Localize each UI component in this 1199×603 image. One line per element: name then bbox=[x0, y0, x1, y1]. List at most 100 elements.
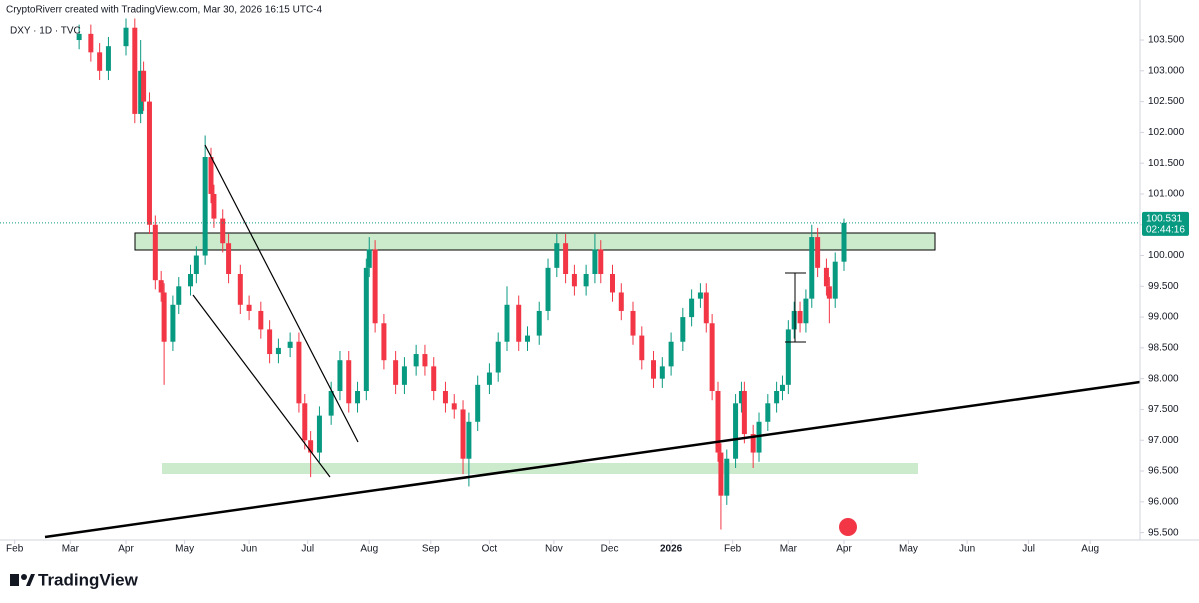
candle-body bbox=[355, 390, 361, 404]
countdown: 02:44:16 bbox=[1146, 224, 1185, 235]
candle-body bbox=[715, 390, 721, 453]
candle-body bbox=[709, 323, 715, 391]
candle-body bbox=[571, 274, 577, 287]
y-tick-label: 98.000 bbox=[1148, 373, 1179, 384]
candle-body bbox=[797, 310, 803, 324]
candle-body bbox=[158, 280, 164, 293]
candle-body bbox=[733, 403, 739, 459]
x-tick-label: May bbox=[175, 544, 194, 555]
candle-body bbox=[630, 310, 636, 336]
candle-body bbox=[275, 347, 281, 355]
y-tick-label: 99.500 bbox=[1148, 281, 1179, 292]
candle-body bbox=[803, 298, 809, 324]
candle-body bbox=[316, 415, 322, 453]
event-icon bbox=[839, 518, 857, 536]
candle-body bbox=[841, 222, 847, 262]
x-tick-label: Oct bbox=[482, 544, 498, 555]
candle-body bbox=[226, 243, 232, 275]
candle-body bbox=[651, 360, 657, 379]
candle-body bbox=[267, 329, 273, 355]
y-tick-label: 100.000 bbox=[1148, 250, 1185, 261]
candle-body bbox=[187, 274, 193, 287]
candles bbox=[76, 18, 847, 530]
x-tick-label: Mar bbox=[780, 544, 798, 555]
support-trend-line bbox=[44, 380, 1141, 539]
y-tick-label: 101.500 bbox=[1148, 158, 1185, 169]
y-tick-label: 98.500 bbox=[1148, 343, 1179, 354]
candle-body bbox=[202, 157, 208, 256]
candle-body bbox=[495, 341, 501, 373]
candle-body bbox=[105, 46, 111, 71]
x-tick-label: Aug bbox=[360, 544, 378, 555]
x-tick-label: Apr bbox=[118, 544, 134, 555]
candle-body bbox=[152, 224, 158, 281]
candle-body bbox=[296, 341, 302, 404]
candle-body bbox=[246, 304, 252, 311]
x-tick-label: Nov bbox=[545, 544, 563, 555]
candle-body bbox=[554, 243, 560, 268]
candle-body bbox=[220, 218, 226, 244]
candle-body bbox=[536, 310, 542, 336]
candle-body bbox=[689, 298, 695, 318]
candle-body bbox=[668, 341, 674, 367]
candle-body bbox=[826, 286, 832, 299]
candle-body bbox=[363, 267, 369, 391]
candle-body bbox=[592, 249, 598, 275]
candle-body bbox=[76, 33, 82, 41]
support-zone bbox=[162, 463, 918, 474]
candle-body bbox=[393, 360, 399, 385]
y-tick-label: 97.500 bbox=[1148, 404, 1179, 415]
candle-body bbox=[486, 372, 492, 385]
candle-body bbox=[563, 243, 569, 275]
candle-body bbox=[466, 421, 472, 459]
y-tick-label: 103.000 bbox=[1148, 65, 1185, 76]
candle-body bbox=[170, 304, 176, 342]
x-tick-label: Sep bbox=[422, 544, 440, 555]
candle-body bbox=[815, 237, 821, 268]
candle-body bbox=[366, 249, 372, 268]
candle-body bbox=[545, 267, 551, 311]
brand-logo bbox=[10, 574, 35, 586]
candle-body bbox=[791, 310, 797, 330]
candle-body bbox=[659, 366, 665, 379]
candle-body bbox=[308, 440, 314, 453]
y-tick-label: 101.000 bbox=[1148, 189, 1185, 200]
candle-body bbox=[328, 390, 334, 416]
candle-body bbox=[431, 366, 437, 391]
candle-body bbox=[609, 274, 615, 293]
zones bbox=[134, 232, 936, 474]
x-tick-label: Jul bbox=[1022, 544, 1035, 555]
candle-body bbox=[381, 323, 387, 361]
candle-body bbox=[302, 403, 308, 441]
candle-body bbox=[132, 27, 138, 114]
candle-body bbox=[422, 354, 428, 367]
resistance-zone bbox=[134, 232, 936, 251]
drawings bbox=[44, 144, 1141, 539]
trend-line bbox=[204, 144, 359, 443]
candle-body bbox=[141, 70, 147, 102]
candle-body bbox=[718, 452, 724, 496]
candle-body bbox=[583, 274, 589, 287]
brand: TradingView bbox=[38, 570, 139, 589]
candle-body bbox=[832, 261, 838, 299]
candle-body bbox=[287, 341, 293, 348]
x-tick-label: Apr bbox=[836, 544, 852, 555]
candle-body bbox=[741, 390, 747, 435]
y-tick-label: 99.000 bbox=[1148, 312, 1179, 323]
candle-body bbox=[598, 249, 604, 275]
candle-body bbox=[193, 255, 199, 275]
candle-body bbox=[516, 304, 522, 342]
x-tick-label: Aug bbox=[1081, 544, 1099, 555]
candle-body bbox=[337, 360, 343, 391]
candle-body bbox=[146, 101, 152, 225]
candle-body bbox=[765, 403, 771, 422]
candle-body bbox=[372, 249, 378, 324]
candle-body bbox=[697, 292, 703, 299]
candle-body bbox=[401, 366, 407, 385]
x-tick-label: Dec bbox=[601, 544, 619, 555]
x-tick-label: Jul bbox=[301, 544, 314, 555]
candle-body bbox=[346, 360, 352, 404]
y-tick-label: 102.500 bbox=[1148, 96, 1185, 107]
y-tick-label: 97.000 bbox=[1148, 435, 1179, 446]
candle-body bbox=[413, 354, 419, 367]
